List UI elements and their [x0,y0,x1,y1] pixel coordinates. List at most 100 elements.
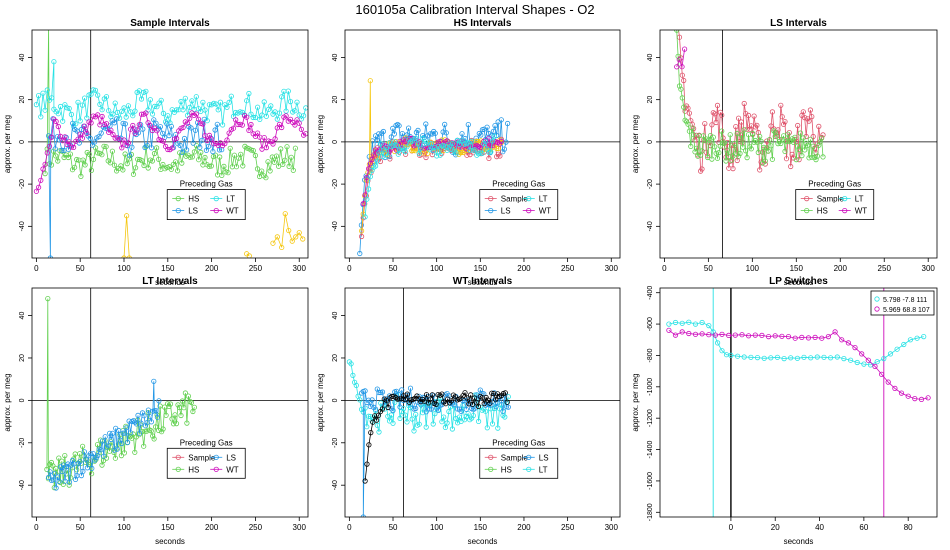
data-point [788,355,794,361]
data-point [33,188,40,194]
data-point [453,150,459,156]
data-point [782,148,788,154]
data-point [405,125,412,131]
x-tick-label: 40 [815,523,824,532]
data-point [393,142,400,149]
data-point [221,163,227,169]
data-point [189,154,195,160]
data-point [353,382,359,388]
y-tick-label: 0 [332,398,339,402]
data-point [110,131,116,138]
data-point [88,120,94,126]
data-point [116,427,122,434]
legend-box [166,447,246,479]
data-point [793,157,799,163]
y-tick-label: 20 [332,96,339,104]
data-point [42,107,48,113]
data-point [681,77,687,84]
series-line-LS [361,387,509,517]
data-point [806,118,812,124]
data-point [475,403,481,409]
data-point [412,148,418,154]
data-point [240,163,246,169]
legend-swatch-point [842,196,848,202]
data-point [468,392,474,398]
data-point [298,126,304,132]
data-point [95,452,101,459]
panel-title: Sample Intervals [130,18,210,29]
data-point [252,114,258,121]
data-point [666,327,672,333]
data-point [103,121,110,127]
data-point [790,139,797,145]
data-point [493,397,499,403]
data-point [190,140,196,146]
x-axis-label: seconds [784,278,814,287]
data-point [420,135,426,141]
data-point [504,399,510,405]
data-point [144,142,150,148]
data-point [885,379,891,385]
data-point [444,420,450,426]
data-point [158,137,164,144]
data-point [357,397,363,403]
data-point [709,156,715,162]
data-point [404,132,410,138]
data-point [126,156,132,162]
data-point [138,420,144,426]
data-point [154,128,160,134]
data-point [177,142,183,148]
data-point [114,446,120,452]
data-point [744,126,750,132]
page-title: 160105a Calibration Interval Shapes - O2 [355,2,595,17]
data-point [212,152,219,158]
data-point [206,132,212,138]
data-point [292,145,298,151]
data-point [278,146,284,152]
x-tick-label: 150 [474,523,488,532]
data-point [66,482,72,488]
data-point [714,155,721,161]
data-point [151,150,158,157]
data-point [98,447,104,453]
data-point [167,120,173,126]
data-point [141,413,147,419]
data-point [779,333,785,339]
data-point [368,429,374,436]
data-point [95,92,101,98]
data-point [874,359,880,365]
legend-box [795,189,875,221]
data-point [95,112,101,118]
data-point [197,144,203,150]
data-point [265,138,272,144]
data-point [796,157,802,163]
data-point [773,133,780,139]
data-point [226,99,232,106]
data-point [404,144,410,150]
data-point [49,95,55,101]
data-point [901,341,907,348]
data-point [227,145,233,151]
data-point [99,438,105,444]
data-point [46,143,53,149]
data-point [57,103,64,110]
data-point [489,138,496,144]
data-point [148,428,154,434]
data-point [122,151,128,157]
data-point [170,421,177,427]
data-point [147,123,153,129]
data-point [752,332,758,338]
data-point [385,153,391,159]
data-point [141,443,147,449]
data-point [152,103,158,110]
data-point [134,127,140,133]
data-point-gold [282,211,288,217]
data-point [225,170,231,176]
data-point [407,385,414,391]
data-point [130,431,136,437]
data-point [748,354,754,360]
data-point [482,408,489,414]
data-point [755,149,761,156]
x-tick-label: 200 [517,264,531,273]
data-point [820,132,826,138]
